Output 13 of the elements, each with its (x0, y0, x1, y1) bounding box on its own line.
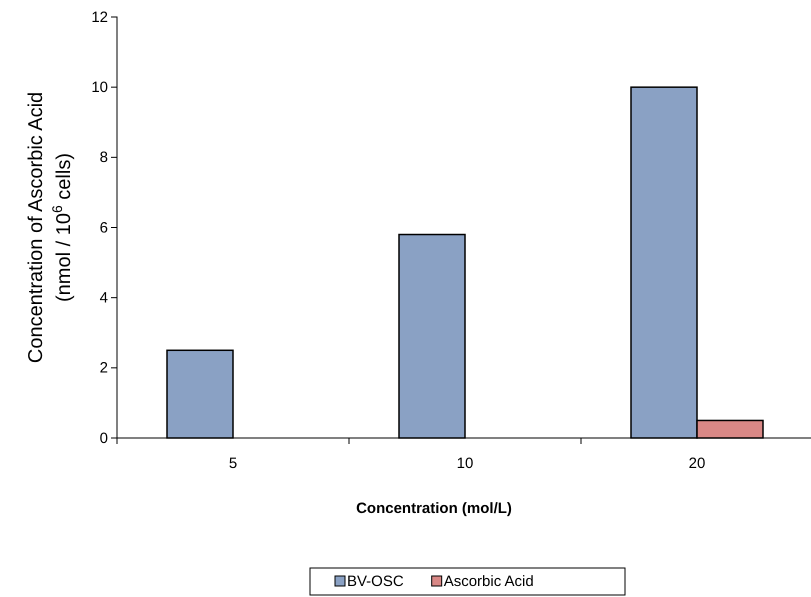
y-tick-label: 10 (91, 78, 108, 96)
x-tick-label: 10 (456, 455, 474, 472)
legend-label: Ascorbic Acid (444, 573, 534, 590)
y-tick-label: 6 (100, 219, 108, 236)
y-tick-label: 4 (100, 289, 108, 306)
x-tick-label: 5 (228, 455, 238, 472)
y-tick-label: 12 (91, 8, 108, 26)
legend-label: BV-OSC (347, 573, 404, 590)
y-tick-label: 8 (100, 149, 108, 166)
y-tick-label: 2 (100, 360, 108, 377)
x-axis-title: Concentration (mol/L) (356, 500, 512, 517)
y-tick-label: 0 (100, 430, 108, 447)
x-tick-label: 20 (688, 455, 706, 472)
